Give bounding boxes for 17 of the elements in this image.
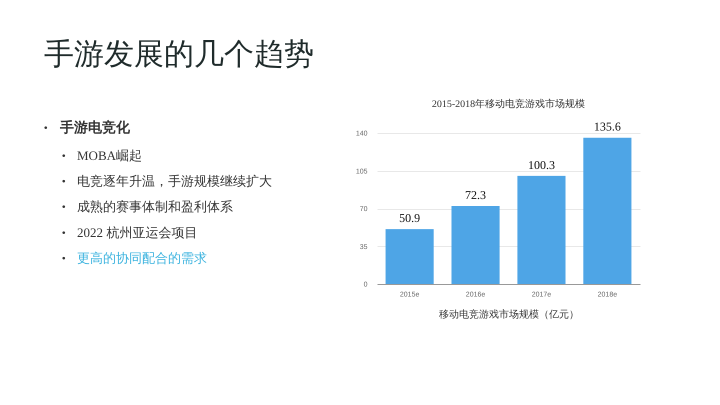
data-label: 72.3 <box>465 188 486 202</box>
chart-subtitle: 2015-2018年移动电竞游戏市场规模 <box>432 98 586 110</box>
bar <box>583 138 632 284</box>
text: • 2022 杭州亚运会项目 <box>62 224 198 240</box>
data-label: 50.9 <box>399 211 420 226</box>
text: • MOBA崛起 <box>62 148 142 163</box>
text: • 电竞逐年升温，手游规模继续扩大 <box>62 174 272 189</box>
chart-title: 手游发展的几个趋势 <box>44 38 314 71</box>
bar <box>517 176 566 284</box>
text: • 成熟的赛事体制和盈利体系 <box>62 199 233 214</box>
bar <box>386 229 434 284</box>
data-label: 100.3 <box>528 158 555 172</box>
x-axis-title: 移动电竞游戏市场规模（亿元） <box>439 308 579 320</box>
bar <box>451 206 500 284</box>
text: • 更高的协同配合的需求 <box>62 250 207 266</box>
data-label: 135.6 <box>594 120 621 134</box>
text: • 手游电竞化 <box>44 119 130 135</box>
